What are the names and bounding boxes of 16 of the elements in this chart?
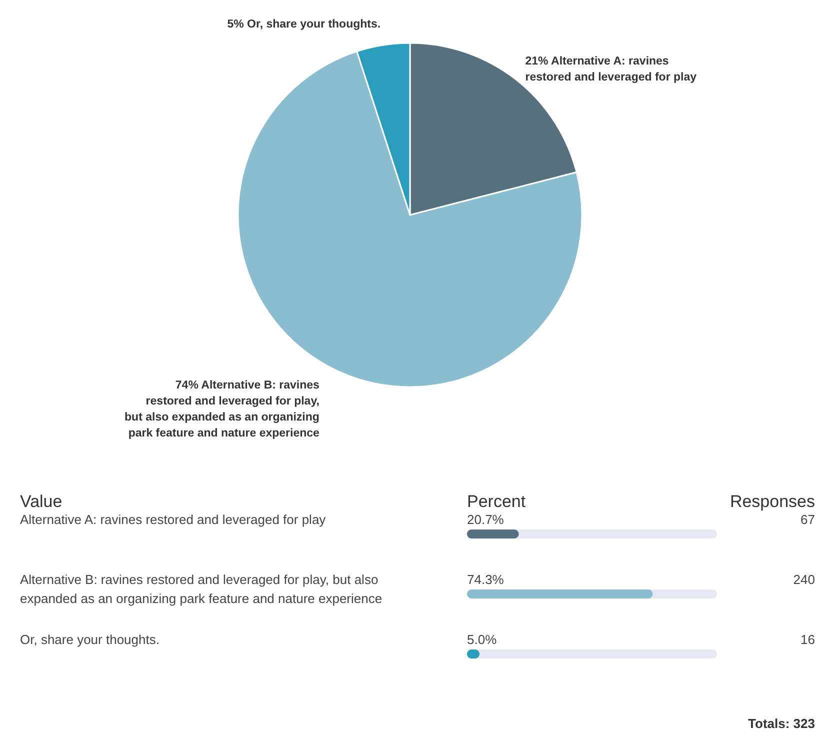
text: Value <box>20 492 62 511</box>
text: 16 <box>800 632 815 647</box>
data-label: 5.0% <box>467 632 498 647</box>
text: 67 <box>800 512 815 527</box>
y-tick-label: Alternative A: ravines restored and leveraged for play <box>20 512 326 527</box>
slice-label: 5% Or, share your thoughts. <box>227 18 381 30</box>
slice-label: 21% Alternative A: ravines restored and leveraged for play <box>525 55 698 84</box>
slice-label: 74% Alternative B: ravines restored and leveraged for play, but also expanded as an organizing park feature and nature experience <box>124 380 320 440</box>
text: 240 <box>793 572 815 587</box>
y-tick-label: Or, share your thoughts. <box>20 632 160 647</box>
data-label: 20.7% <box>467 512 504 527</box>
y-tick-label: Alternative B: ravines restored and leveraged for play, but also expanded as an organizing park feature and nature experience <box>20 572 382 606</box>
text: Responses <box>730 492 815 511</box>
data-label: 74.3% <box>467 572 504 587</box>
annotation: Percent <box>467 492 526 511</box>
text: Totals: 323 <box>748 716 815 731</box>
